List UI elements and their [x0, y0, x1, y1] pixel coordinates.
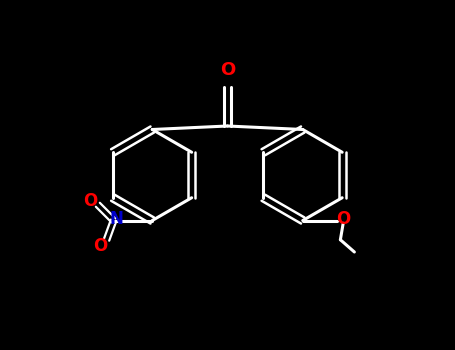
Text: O: O — [93, 237, 107, 255]
Text: O: O — [220, 61, 235, 78]
Text: O: O — [83, 192, 97, 210]
Text: N: N — [110, 210, 123, 228]
Text: O: O — [336, 210, 350, 229]
